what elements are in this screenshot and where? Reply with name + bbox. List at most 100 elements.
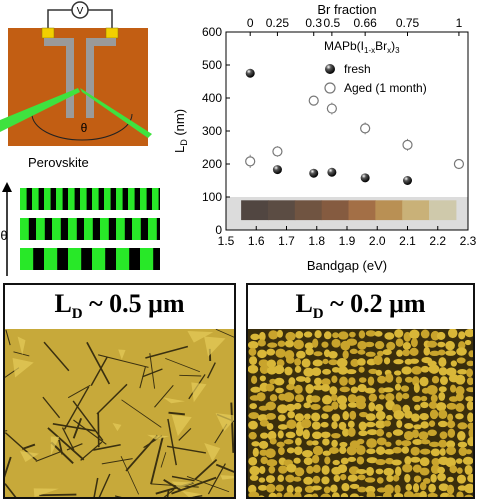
grain [464,464,473,475]
grain [339,402,347,410]
grain [412,464,422,473]
grain [312,338,319,348]
voltmeter-icon [71,1,89,19]
grating-fringe [68,248,82,270]
grating-fringe [36,218,45,240]
grain [249,474,259,481]
grain [331,375,338,383]
grain [302,449,313,458]
grain [420,395,428,402]
grain [430,473,437,483]
grain [322,450,331,456]
grain-boundary [39,493,77,497]
grating-fringe [68,218,77,240]
grain [305,384,314,394]
grain [295,376,307,382]
grain [419,467,430,476]
grain [368,393,378,402]
x-tick-label: 1.8 [308,234,325,248]
grain [294,413,305,422]
axis-ticks: 1.5 1.6 1.7 1.8 1.9 2.0 2.1 2.2 2.3 0 100 200 300 400… [202,16,477,248]
grain [449,384,457,393]
grain [458,447,468,456]
grain [458,341,466,350]
grain [403,491,414,497]
grain-boundary [166,489,170,497]
grain [427,429,437,437]
grain [467,422,473,430]
x-tick-label: 2.3 [460,234,477,248]
grain [373,355,383,366]
point-aged [402,139,413,150]
grain [349,493,360,497]
grain [311,493,319,497]
grain [349,348,358,355]
grain [386,475,394,482]
grain [394,466,402,477]
panel-title-symbol: L [54,289,72,318]
grain [283,392,295,403]
grain [286,447,295,454]
grain [293,476,302,482]
grain [356,438,365,445]
panel-title-value: ~ 0.5 μm [82,289,185,318]
grain [429,350,441,356]
grain [455,403,465,412]
grain [447,413,454,422]
color-strip [226,197,468,230]
grain [322,368,332,375]
grain [332,459,340,466]
top-tick-label: 0.75 [396,16,420,30]
grating-fringe [132,218,141,240]
grain [267,342,278,348]
grain [386,414,393,421]
grain [311,454,320,464]
micrograph-panel-large-grain: LD ~ 0.5 μm [3,283,236,499]
grain [447,329,458,339]
grain [357,474,366,481]
grain-boundary [5,329,11,346]
color-strip-segment [241,200,269,221]
grain [377,375,387,384]
grain [440,376,448,386]
grain [456,347,467,356]
panel-title-large-grain: LD ~ 0.5 μm [5,289,234,323]
grain [366,448,376,455]
grain [402,349,410,357]
top-tick-label: 0.25 [266,16,290,30]
grating-fringe [128,188,135,210]
grain [428,401,438,409]
grain [329,386,338,396]
grain [337,366,349,375]
grain [267,430,277,441]
grain [356,400,367,410]
grain [419,448,431,455]
grain [364,341,375,348]
grain [321,378,331,386]
grain [331,413,341,422]
grain [303,413,311,420]
grain [283,439,294,445]
grain [427,492,438,497]
grain [320,421,329,428]
grain [376,350,384,357]
grain [412,438,423,445]
point-aged [245,156,256,167]
grain [392,429,404,436]
grain [285,474,295,483]
grain [455,392,464,402]
grain-facet [112,422,122,432]
grain [269,394,278,402]
electrode-right [86,38,94,118]
grain-boundary [160,452,167,468]
grating-fringe [92,248,106,270]
grain [439,431,448,440]
laser-beam-left [0,88,80,132]
grain-boundary [145,345,189,359]
grain [347,474,358,482]
grain [375,369,383,376]
point-fresh [403,176,412,185]
grain-facet [171,414,192,437]
grain [303,457,313,466]
grain [357,486,367,493]
